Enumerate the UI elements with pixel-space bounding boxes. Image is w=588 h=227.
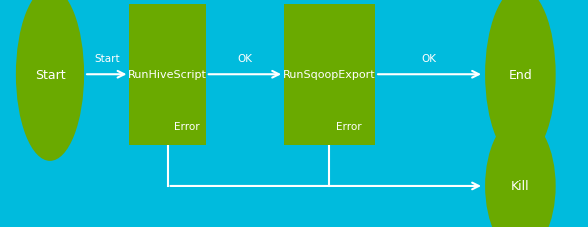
- FancyBboxPatch shape: [284, 5, 375, 145]
- Ellipse shape: [485, 0, 556, 161]
- Text: Kill: Kill: [511, 180, 530, 193]
- FancyBboxPatch shape: [129, 5, 206, 145]
- Text: RunSqoopExport: RunSqoopExport: [283, 70, 376, 80]
- Text: Error: Error: [174, 122, 200, 132]
- Ellipse shape: [16, 0, 84, 161]
- Text: Start: Start: [95, 54, 121, 64]
- Text: End: End: [509, 68, 532, 81]
- Text: OK: OK: [237, 54, 252, 64]
- Text: RunHiveScript: RunHiveScript: [128, 70, 207, 80]
- Text: OK: OK: [422, 54, 437, 64]
- Ellipse shape: [485, 118, 556, 227]
- Text: Error: Error: [336, 122, 362, 132]
- Text: Start: Start: [35, 68, 65, 81]
